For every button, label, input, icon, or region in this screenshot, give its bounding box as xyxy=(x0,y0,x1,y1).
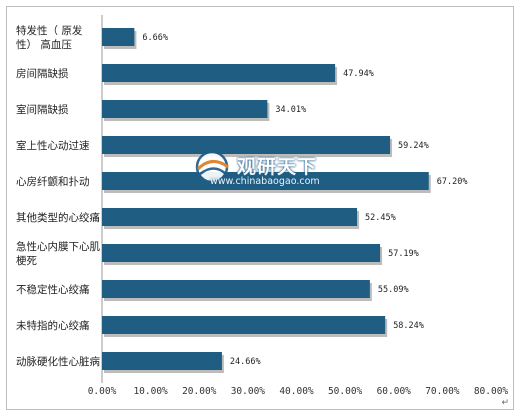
x-tick-label: 0.00% xyxy=(88,386,117,397)
bar-chart: 6.66% 特发性（ 原发性） 高血压 47.94% 房间隔缺损 34.01% 室间隔缺损… xyxy=(16,15,509,397)
category-label: 心房纤颤和扑动 xyxy=(16,175,90,188)
watermark-text: 观研天下 xyxy=(237,156,318,178)
value-label: 6.66% xyxy=(142,33,168,43)
x-tick-label: 10.00% xyxy=(133,386,168,397)
bar xyxy=(102,316,386,334)
bar xyxy=(102,244,381,262)
value-label: 59.24% xyxy=(398,141,429,151)
chart-frame: 6.66% 特发性（ 原发 性） 高血压 47.94% 房间隔缺损 34.01% 室间隔缺损… xyxy=(6,6,514,410)
bar xyxy=(102,352,222,370)
watermark-logo-icon xyxy=(195,150,229,184)
bar xyxy=(102,64,336,82)
category-label: 不稳定性心绞痛 xyxy=(16,283,90,296)
x-tick-label: 20.00% xyxy=(182,386,217,397)
value-label: 47.94% xyxy=(343,69,374,79)
value-label: 57.19% xyxy=(388,249,419,259)
bar xyxy=(102,208,358,226)
category-label: 动脉硬化性心脏病 xyxy=(16,355,100,368)
x-tick-label: 60.00% xyxy=(377,386,412,397)
category-label: 室间隔缺损 xyxy=(16,103,69,116)
category-label: 室上性心动过速 xyxy=(16,139,90,152)
value-label: 58.24% xyxy=(393,321,424,331)
bar xyxy=(102,100,268,118)
value-label: 52.45% xyxy=(365,213,396,223)
x-tick-label: 50.00% xyxy=(328,386,363,397)
category-label: 梗死 xyxy=(16,254,37,267)
bar xyxy=(102,136,391,154)
category-label: 急性心内膜下心肌 xyxy=(16,240,100,253)
x-tick-label: 30.00% xyxy=(231,386,266,397)
value-label: 67.20% xyxy=(437,177,468,187)
category-label: 未特指的心绞痛 xyxy=(16,319,90,332)
x-tick-label: 80.00% xyxy=(474,386,509,397)
bar xyxy=(102,28,135,46)
x-tick-label: 40.00% xyxy=(279,386,314,397)
value-label: 24.66% xyxy=(230,357,261,367)
watermark: 观研天下 www.chinabaogao.com xyxy=(190,147,340,191)
category-label: 其他类型的心绞痛 xyxy=(16,211,100,224)
category-label: 特发性（ 原发 xyxy=(16,24,83,37)
watermark-url: www.chinabaogao.com xyxy=(210,176,320,187)
category-label: 房间隔缺损 xyxy=(16,67,69,80)
bar xyxy=(102,280,370,298)
value-label: 34.01% xyxy=(275,105,306,115)
bar xyxy=(102,172,429,190)
value-label: 55.09% xyxy=(378,285,409,295)
corner-mark: ↵ xyxy=(501,398,509,408)
x-tick-label: 70.00% xyxy=(425,386,460,397)
category-label: 性） 高血压 xyxy=(16,38,72,51)
